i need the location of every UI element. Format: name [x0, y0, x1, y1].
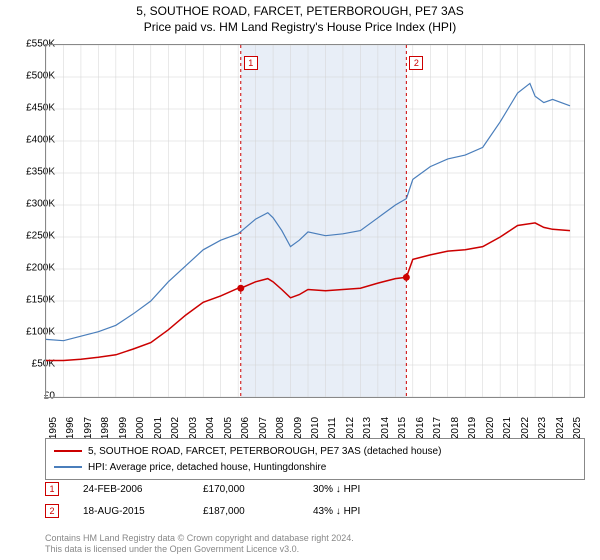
- transaction-badge-1: 1: [45, 482, 59, 496]
- chart-svg: [46, 45, 584, 397]
- titles: 5, SOUTHOE ROAD, FARCET, PETERBOROUGH, P…: [0, 0, 600, 34]
- x-tick-label: 2013: [362, 417, 373, 439]
- legend-row-property: 5, SOUTHOE ROAD, FARCET, PETERBOROUGH, P…: [54, 443, 576, 459]
- x-tick-label: 2015: [397, 417, 408, 439]
- transaction-1-diff: 30% ↓ HPI: [313, 484, 433, 495]
- x-tick-label: 1997: [83, 417, 94, 439]
- x-tick-label: 2008: [275, 417, 286, 439]
- transaction-2-diff: 43% ↓ HPI: [313, 506, 433, 517]
- x-tick-label: 2014: [380, 417, 391, 439]
- transaction-2-price: £187,000: [203, 506, 313, 517]
- chart-marker-badge-1: 1: [244, 56, 258, 70]
- transaction-1-date: 24-FEB-2006: [83, 484, 203, 495]
- title-subtitle: Price paid vs. HM Land Registry's House …: [0, 20, 600, 34]
- x-tick-label: 2002: [170, 417, 181, 439]
- x-tick-label: 2004: [205, 417, 216, 439]
- legend-row-hpi: HPI: Average price, detached house, Hunt…: [54, 459, 576, 475]
- x-tick-label: 2016: [415, 417, 426, 439]
- chart-plot-area: [45, 44, 585, 398]
- legend-label-hpi: HPI: Average price, detached house, Hunt…: [88, 462, 326, 473]
- x-tick-label: 2021: [502, 417, 513, 439]
- x-tick-label: 2024: [555, 417, 566, 439]
- legend-box: 5, SOUTHOE ROAD, FARCET, PETERBOROUGH, P…: [45, 438, 585, 480]
- footer-line-2: This data is licensed under the Open Gov…: [45, 544, 354, 556]
- footer-attribution: Contains HM Land Registry data © Crown c…: [45, 533, 354, 556]
- x-tick-label: 2010: [310, 417, 321, 439]
- x-tick-label: 2017: [432, 417, 443, 439]
- transaction-row-1: 1 24-FEB-2006 £170,000 30% ↓ HPI: [45, 482, 585, 496]
- transaction-badge-2-num: 2: [49, 506, 54, 516]
- x-tick-label: 2006: [240, 417, 251, 439]
- x-tick-label: 2025: [572, 417, 583, 439]
- x-tick-label: 2018: [450, 417, 461, 439]
- x-tick-label: 2001: [153, 417, 164, 439]
- x-tick-label: 2003: [188, 417, 199, 439]
- legend-label-property: 5, SOUTHOE ROAD, FARCET, PETERBOROUGH, P…: [88, 446, 441, 457]
- transaction-row-2: 2 18-AUG-2015 £187,000 43% ↓ HPI: [45, 504, 585, 518]
- x-tick-label: 2012: [345, 417, 356, 439]
- legend-swatch-hpi: [54, 466, 82, 468]
- x-tick-label: 1996: [65, 417, 76, 439]
- x-tick-label: 1998: [100, 417, 111, 439]
- transaction-2-date: 18-AUG-2015: [83, 506, 203, 517]
- x-tick-label: 2007: [258, 417, 269, 439]
- x-tick-label: 2005: [223, 417, 234, 439]
- transaction-badge-1-num: 1: [49, 484, 54, 494]
- x-tick-label: 1995: [48, 417, 59, 439]
- chart-container: 5, SOUTHOE ROAD, FARCET, PETERBOROUGH, P…: [0, 0, 600, 560]
- x-tick-label: 2022: [520, 417, 531, 439]
- x-tick-label: 2019: [467, 417, 478, 439]
- x-tick-label: 1999: [118, 417, 129, 439]
- transaction-1-price: £170,000: [203, 484, 313, 495]
- x-tick-label: 2000: [135, 417, 146, 439]
- x-tick-label: 2011: [327, 417, 338, 439]
- x-tick-label: 2020: [485, 417, 496, 439]
- title-address: 5, SOUTHOE ROAD, FARCET, PETERBOROUGH, P…: [0, 4, 600, 18]
- legend-swatch-property: [54, 450, 82, 452]
- transaction-badge-2: 2: [45, 504, 59, 518]
- chart-marker-badge-2: 2: [409, 56, 423, 70]
- x-tick-label: 2009: [293, 417, 304, 439]
- x-tick-label: 2023: [537, 417, 548, 439]
- footer-line-1: Contains HM Land Registry data © Crown c…: [45, 533, 354, 545]
